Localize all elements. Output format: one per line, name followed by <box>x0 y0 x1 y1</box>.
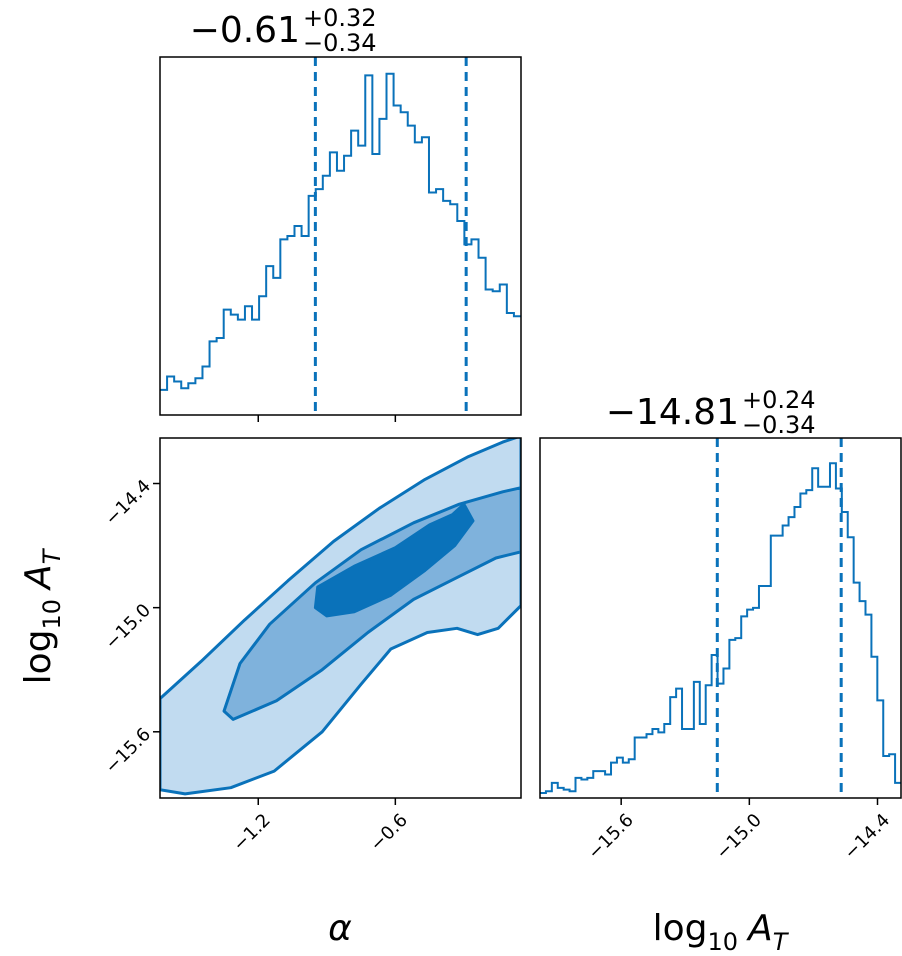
alpha-title-upper: +0.32 <box>303 4 377 32</box>
contour-inner <box>313 502 475 618</box>
logamp-title-lower: −0.34 <box>742 411 816 439</box>
alpha-histogram-step <box>160 72 521 391</box>
alpha-title-value: −0.61 <box>190 10 300 51</box>
alpha-title-lower: −0.34 <box>303 29 377 57</box>
logamp-histogram-marks <box>540 438 901 798</box>
logamp-xtick-label-1: −15.0 <box>712 810 766 864</box>
alpha-histogram-ticks <box>257 415 397 422</box>
joint-ylabel-log: log <box>18 629 59 684</box>
logamp-xtick-label-2: −14.4 <box>840 810 894 864</box>
joint-xlabel: α <box>328 908 352 949</box>
joint-ytick-label-2: −15.6 <box>101 724 155 778</box>
joint-ylabel: log10 AT <box>18 547 66 684</box>
logamp-histogram-ticks: −15.6 −15.0 −14.4 <box>584 798 894 864</box>
alpha-histogram-panel: −0.61 +0.32 −0.34 <box>159 4 522 422</box>
joint-ytick-label-1: −15.0 <box>101 600 155 654</box>
joint-ylabel-base: 10 <box>38 599 66 630</box>
logamp-xlabel-base: 10 <box>708 928 739 956</box>
joint-xtick-label-1: −0.6 <box>366 810 412 856</box>
logamp-xlabel-subscript: T <box>773 928 790 956</box>
logamp-histogram-frame <box>539 437 902 799</box>
joint-xtick-label-0: −1.2 <box>229 810 275 856</box>
alpha-histogram-frame <box>159 56 522 416</box>
logamp-title-value: −14.81 <box>606 392 739 433</box>
logamp-histogram-panel: −14.81 +0.24 −0.34 −15.6 −15.0 −14.4 log10… <box>539 386 902 956</box>
logamp-xlabel-symbol: A <box>746 908 773 949</box>
logamp-title-upper: +0.24 <box>742 386 816 414</box>
joint-ytick-label-0: −14.4 <box>101 476 155 530</box>
joint-ylabel-symbol: A <box>18 564 59 591</box>
alpha-histogram-marks <box>160 57 521 415</box>
logamp-xlabel: log10 AT <box>653 908 790 956</box>
joint-contour-frame <box>159 437 522 799</box>
logamp-xlabel-log: log <box>653 908 708 949</box>
logamp-xtick-label-0: −15.6 <box>584 810 638 864</box>
joint-contour-marks <box>160 438 521 796</box>
joint-contour-panel: −1.2 −0.6 −14.4 −15.0 −15.6 log10 AT α <box>18 437 522 949</box>
logamp-histogram-step <box>540 462 901 794</box>
joint-ylabel-subscript: T <box>38 547 66 564</box>
